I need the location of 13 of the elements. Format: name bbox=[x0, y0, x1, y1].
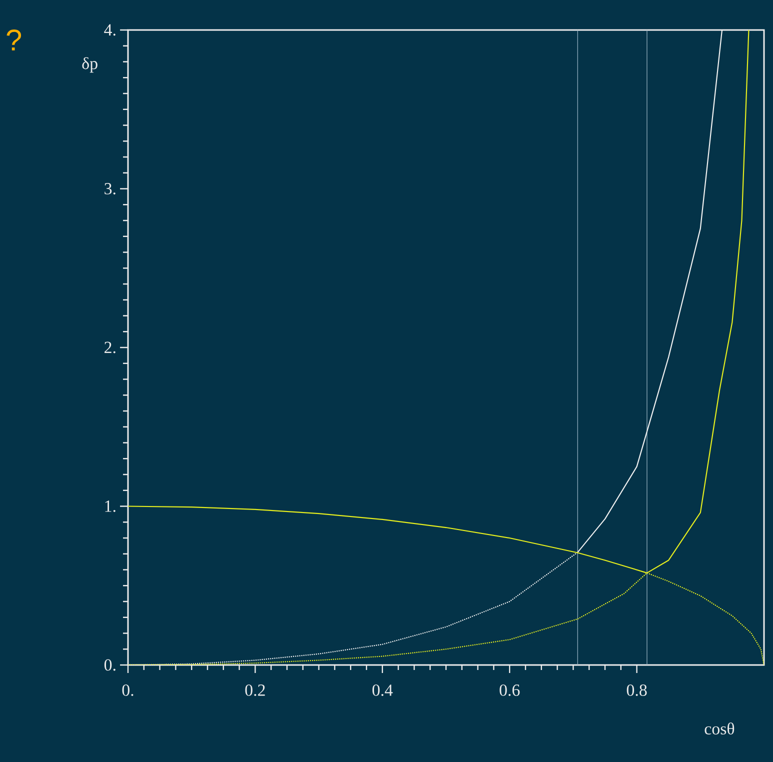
x-tick-label: 0.8 bbox=[626, 684, 647, 696]
y-axis-title: δp bbox=[82, 57, 98, 73]
y-tick-label: 1. bbox=[105, 500, 116, 512]
x-tick-label: 0.6 bbox=[500, 684, 520, 696]
y-tick-label: 0. bbox=[104, 659, 116, 671]
text: ? bbox=[6, 30, 22, 50]
x-tick-label: 0.4 bbox=[372, 684, 393, 696]
y-tick-label: 2. bbox=[104, 342, 116, 354]
y-tick-label: 3. bbox=[104, 183, 116, 194]
y-tick-label: 4. bbox=[104, 24, 116, 36]
x-tick-label: 0. bbox=[122, 684, 134, 696]
x-tick-label: 0.2 bbox=[245, 684, 265, 696]
x-axis-title: cosθ bbox=[704, 722, 734, 735]
